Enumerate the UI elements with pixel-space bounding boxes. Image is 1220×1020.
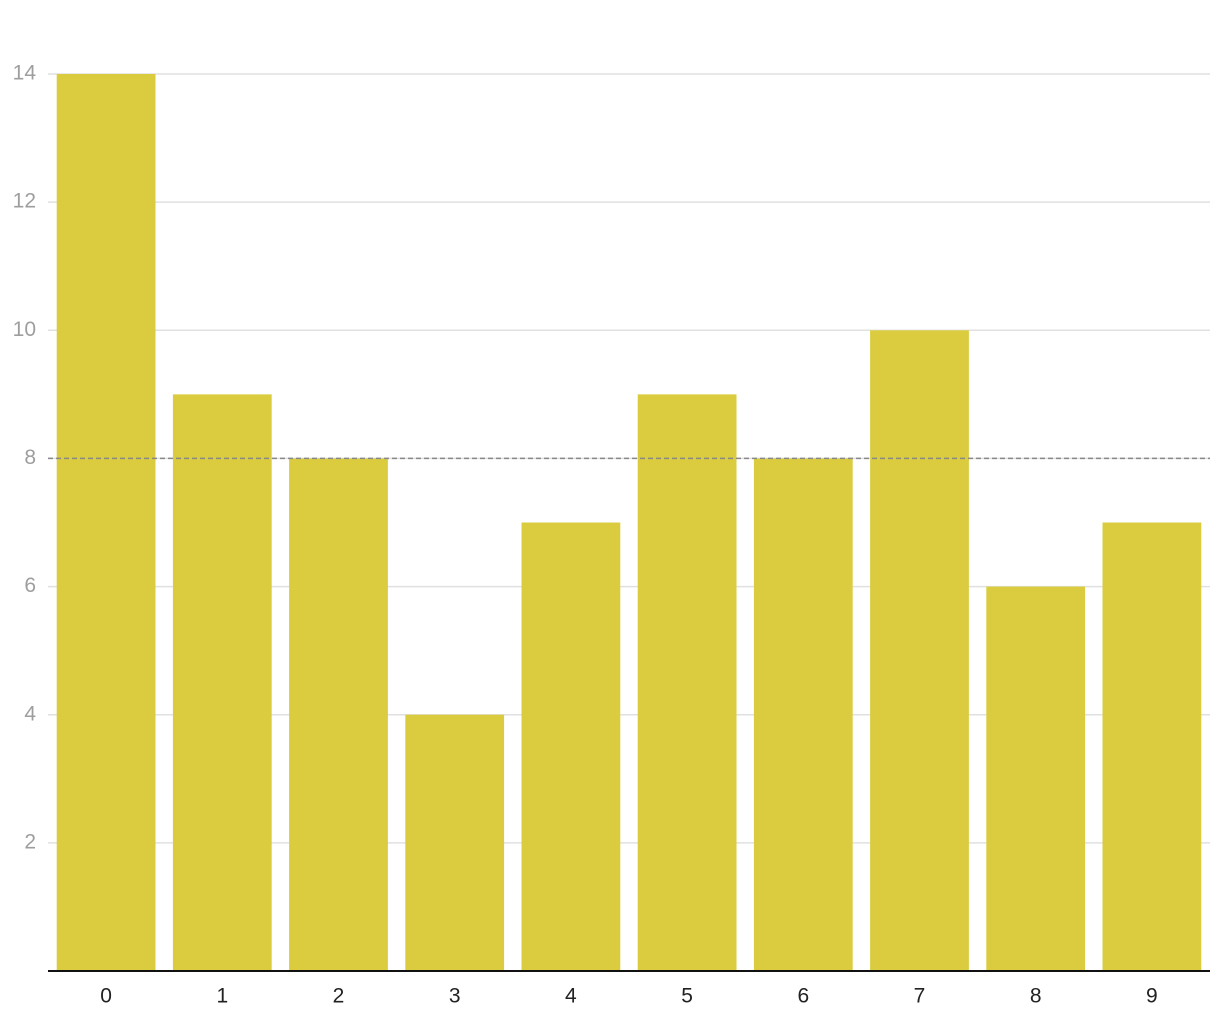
x-tick-label: 1 <box>216 985 228 1008</box>
y-tick-label: 14 <box>13 62 37 85</box>
y-tick-label: 10 <box>13 318 36 341</box>
bar <box>56 74 156 971</box>
x-tick-label: 8 <box>1030 985 1042 1008</box>
x-tick-label: 3 <box>449 985 461 1008</box>
x-tick-label: 5 <box>681 985 693 1008</box>
bar <box>172 394 272 971</box>
bar <box>405 714 505 971</box>
bar <box>870 330 969 971</box>
y-tick-label: 12 <box>13 190 36 213</box>
bar <box>637 394 737 971</box>
y-tick-label: 8 <box>24 446 36 469</box>
bar <box>289 458 388 971</box>
bar <box>753 458 853 971</box>
y-tick-label: 4 <box>24 702 36 725</box>
y-tick-label: 6 <box>24 574 36 597</box>
bar <box>1102 522 1202 971</box>
bar <box>986 586 1086 971</box>
x-tick-label: 4 <box>565 985 577 1008</box>
y-tick-label: 2 <box>24 830 36 853</box>
x-tick-label: 7 <box>914 985 926 1008</box>
x-tick-label: 0 <box>100 985 112 1008</box>
bar <box>521 522 621 971</box>
x-tick-label: 6 <box>797 985 809 1008</box>
x-tick-label: 9 <box>1146 985 1158 1008</box>
x-tick-label: 2 <box>333 985 345 1008</box>
